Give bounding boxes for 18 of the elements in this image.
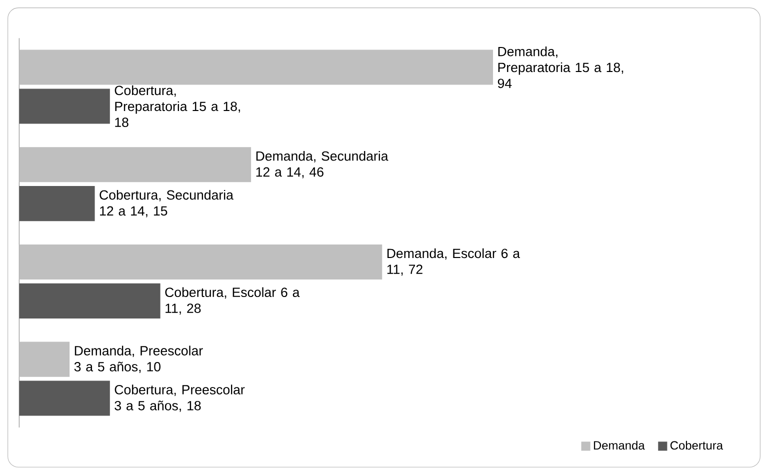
data-label: Cobertura, Preparatoria 15 a 18, 18 bbox=[114, 85, 240, 127]
bar bbox=[19, 244, 382, 280]
data-label: Cobertura, Preescolar 3 a 5 años, 18 bbox=[114, 384, 245, 412]
bar bbox=[19, 147, 252, 182]
legend-label: Demanda bbox=[594, 440, 645, 450]
data-label: Demanda, Preparatoria 15 a 18, 94 bbox=[498, 46, 624, 88]
legend-label: Cobertura bbox=[670, 440, 724, 450]
data-label: Demanda, Escolar 6 a 11, 72 bbox=[387, 248, 520, 276]
data-label: Demanda, Secundaria 12 a 14, 46 bbox=[256, 150, 388, 178]
bar bbox=[19, 186, 95, 222]
bar bbox=[19, 380, 110, 416]
bar bbox=[19, 88, 110, 124]
data-label: Cobertura, Secundaria 12 a 14, 15 bbox=[100, 190, 234, 218]
bar bbox=[19, 50, 494, 85]
data-label: Demanda, Preescolar 3 a 5 años, 10 bbox=[74, 346, 203, 373]
bar bbox=[19, 342, 70, 377]
data-label: Cobertura, Escolar 6 a 11, 28 bbox=[165, 287, 300, 315]
bar bbox=[19, 283, 160, 318]
